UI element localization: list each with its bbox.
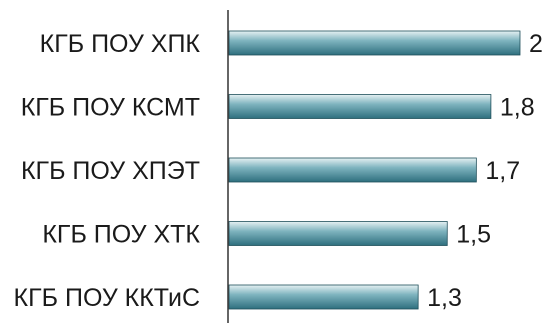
category-label: КГБ ПОУ ХТК (42, 221, 200, 249)
category-label: КГБ ПОУ КСМТ (21, 94, 200, 122)
value-label: 1,3 (427, 284, 462, 312)
bars-group (228, 30, 521, 310)
category-label: КГБ ПОУ ХПЭТ (21, 157, 200, 185)
bar (228, 284, 419, 310)
bar (228, 94, 492, 119)
bar (228, 30, 521, 56)
value-label: 1,7 (485, 157, 520, 185)
bar (228, 221, 448, 246)
category-label: КГБ ПОУ ККТиС (14, 284, 200, 312)
bar (228, 157, 477, 183)
value-label: 1,8 (500, 94, 535, 122)
value-label: 1,5 (456, 221, 491, 249)
category-label: КГБ ПОУ ХПК (40, 30, 201, 58)
category-labels: КГБ ПОУ ХПК КГБ ПОУ КСМТ КГБ ПОУ ХПЭТ КГБ П… (14, 30, 201, 312)
value-label: 2 (529, 30, 543, 58)
value-labels: 2 1,8 1,7 1,5 1,3 (427, 30, 543, 312)
